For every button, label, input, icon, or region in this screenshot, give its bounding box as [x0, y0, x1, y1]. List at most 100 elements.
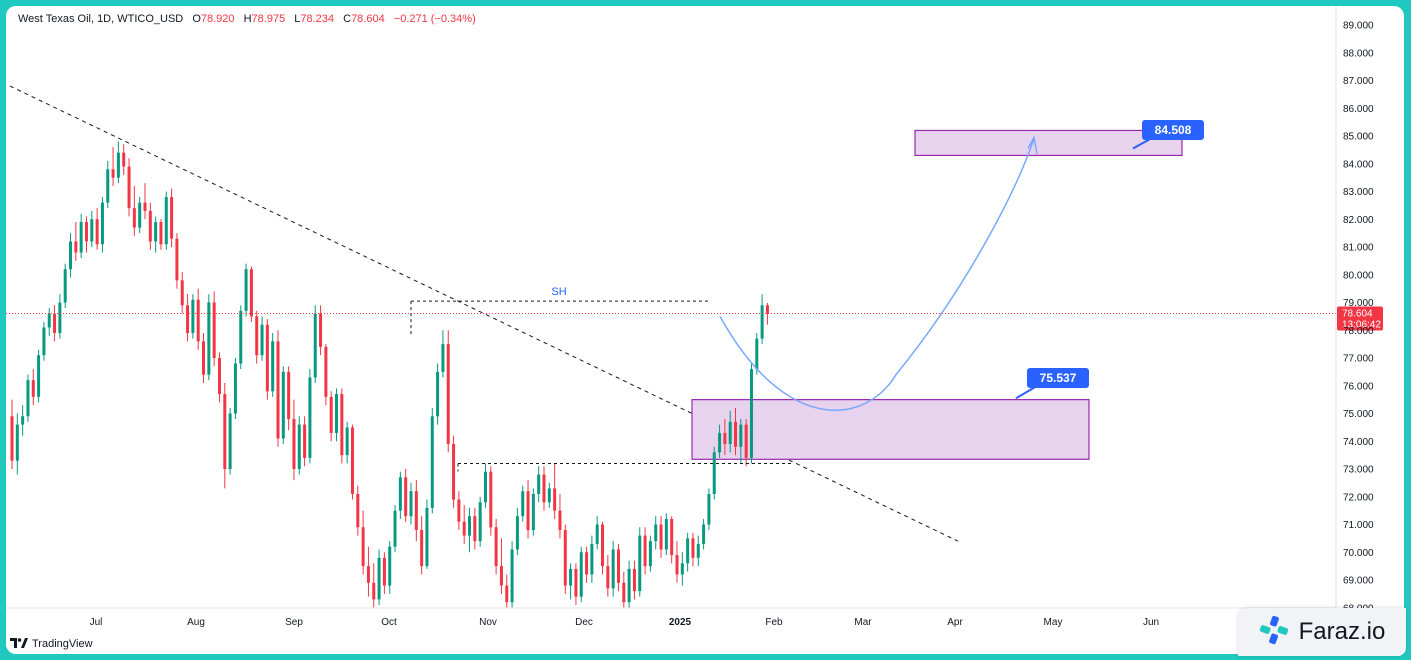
candle-body[interactable]: [212, 302, 216, 359]
candle-body[interactable]: [271, 341, 275, 392]
candle-body[interactable]: [675, 555, 679, 575]
candle-body[interactable]: [382, 557, 386, 586]
candle-body[interactable]: [595, 524, 599, 544]
candle-body[interactable]: [239, 310, 243, 364]
candle-body[interactable]: [691, 538, 695, 558]
candle-body[interactable]: [468, 516, 472, 536]
candle-body[interactable]: [664, 518, 668, 550]
candle-body[interactable]: [79, 222, 83, 253]
candle-body[interactable]: [749, 369, 753, 458]
candle-body[interactable]: [739, 424, 743, 447]
candle-body[interactable]: [111, 169, 115, 178]
candle-body[interactable]: [74, 241, 78, 253]
candle-body[interactable]: [191, 299, 195, 334]
candle-body[interactable]: [462, 521, 466, 536]
target-zone-label-box[interactable]: [1142, 120, 1204, 140]
candle-body[interactable]: [69, 241, 73, 270]
candle-body[interactable]: [47, 313, 51, 328]
candle-body[interactable]: [601, 524, 605, 567]
candle-body[interactable]: [680, 563, 684, 575]
candle-body[interactable]: [63, 269, 67, 303]
candle-body[interactable]: [478, 502, 482, 542]
candle-body[interactable]: [265, 324, 269, 392]
candle-body[interactable]: [398, 477, 402, 511]
tradingview-logo[interactable]: TradingView: [10, 637, 93, 651]
candle-body[interactable]: [494, 527, 498, 567]
candle-body[interactable]: [648, 541, 652, 567]
candle-body[interactable]: [132, 208, 136, 228]
candle-body[interactable]: [659, 524, 663, 550]
candle-body[interactable]: [196, 299, 200, 342]
candle-body[interactable]: [324, 346, 328, 397]
candle-body[interactable]: [361, 527, 365, 567]
candle-body[interactable]: [335, 394, 339, 433]
candle-body[interactable]: [116, 152, 120, 178]
candle-body[interactable]: [606, 566, 610, 589]
candle-body[interactable]: [510, 549, 514, 603]
candle-body[interactable]: [574, 568, 578, 597]
candle-body[interactable]: [308, 377, 312, 458]
candle-body[interactable]: [590, 543, 594, 575]
candle-body[interactable]: [765, 305, 769, 314]
candle-body[interactable]: [106, 169, 110, 203]
candle-body[interactable]: [755, 338, 759, 370]
candle-body[interactable]: [707, 493, 711, 525]
candle-body[interactable]: [430, 416, 434, 508]
candle-body[interactable]: [366, 566, 370, 583]
candle-body[interactable]: [670, 518, 674, 556]
candle-body[interactable]: [100, 202, 104, 245]
candle-body[interactable]: [143, 202, 147, 211]
candle-body[interactable]: [446, 344, 450, 445]
candle-body[interactable]: [643, 535, 647, 567]
candle-body[interactable]: [611, 549, 615, 589]
faraz-watermark[interactable]: Faraz.io: [1238, 608, 1406, 656]
candle-body[interactable]: [15, 424, 19, 461]
candle-body[interactable]: [95, 219, 99, 245]
candle-body[interactable]: [585, 552, 589, 575]
candle-body[interactable]: [521, 491, 525, 517]
candle-body[interactable]: [542, 474, 546, 503]
candle-body[interactable]: [702, 524, 706, 544]
candle-body[interactable]: [377, 557, 381, 600]
candle-body[interactable]: [547, 488, 551, 503]
candle-body[interactable]: [388, 546, 392, 586]
candle-body[interactable]: [627, 568, 631, 603]
candle-body[interactable]: [170, 197, 174, 239]
candle-body[interactable]: [313, 313, 317, 378]
candle-body[interactable]: [303, 424, 307, 458]
candle-body[interactable]: [356, 493, 360, 528]
candle-body[interactable]: [414, 491, 418, 531]
target-zone[interactable]: [914, 129, 1183, 157]
candle-body[interactable]: [319, 313, 323, 347]
candle-body[interactable]: [276, 341, 280, 439]
candle-body[interactable]: [175, 238, 179, 281]
candle-body[interactable]: [90, 219, 94, 242]
candle-body[interactable]: [31, 380, 35, 397]
candle-body[interactable]: [122, 152, 126, 167]
candle-body[interactable]: [569, 568, 573, 586]
candle-body[interactable]: [249, 269, 253, 317]
candle-body[interactable]: [186, 305, 190, 334]
candle-body[interactable]: [622, 582, 626, 603]
candle-body[interactable]: [340, 394, 344, 456]
candle-body[interactable]: [483, 471, 487, 503]
candle-body[interactable]: [734, 421, 738, 447]
candle-body[interactable]: [180, 280, 184, 306]
candle-body[interactable]: [420, 530, 424, 567]
candle-body[interactable]: [579, 552, 583, 597]
candle-body[interactable]: [723, 432, 727, 445]
candle-body[interactable]: [425, 507, 429, 567]
candle-body[interactable]: [10, 416, 14, 461]
candle-body[interactable]: [632, 568, 636, 592]
candle-body[interactable]: [718, 432, 722, 453]
candle-body[interactable]: [616, 549, 620, 583]
candle-body[interactable]: [393, 510, 397, 547]
candle-body[interactable]: [297, 424, 301, 469]
candle-body[interactable]: [686, 538, 690, 564]
candle-body[interactable]: [638, 535, 642, 592]
candle-body[interactable]: [473, 516, 477, 542]
candle-body[interactable]: [21, 416, 25, 425]
candle-body[interactable]: [537, 474, 541, 494]
candle-body[interactable]: [164, 197, 168, 245]
